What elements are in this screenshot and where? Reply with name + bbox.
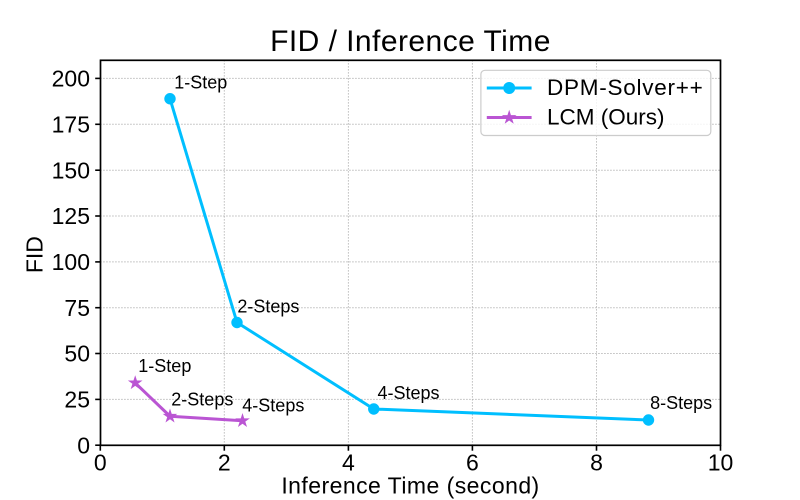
- svg-text:0: 0: [94, 450, 107, 476]
- svg-text:10: 10: [708, 450, 734, 476]
- svg-text:50: 50: [64, 341, 90, 367]
- svg-text:1-Step: 1-Step: [174, 72, 227, 92]
- svg-text:0: 0: [77, 432, 90, 458]
- svg-text:125: 125: [52, 203, 90, 229]
- svg-text:FID: FID: [21, 236, 47, 273]
- svg-text:2: 2: [218, 450, 231, 476]
- svg-text:75: 75: [64, 295, 90, 321]
- svg-text:175: 175: [52, 111, 90, 137]
- svg-text:FID / Inference Time: FID / Inference Time: [270, 25, 551, 58]
- svg-text:8-Steps: 8-Steps: [650, 393, 712, 413]
- svg-text:150: 150: [52, 157, 90, 183]
- svg-text:8: 8: [590, 450, 603, 476]
- svg-text:LCM (Ours): LCM (Ours): [547, 104, 665, 129]
- svg-text:200: 200: [52, 66, 90, 92]
- svg-text:2-Steps: 2-Steps: [171, 390, 233, 410]
- svg-text:1-Step: 1-Step: [138, 356, 191, 376]
- svg-text:4-Steps: 4-Steps: [242, 395, 304, 415]
- svg-text:Inference Time (second): Inference Time (second): [281, 473, 539, 499]
- svg-text:4: 4: [342, 450, 355, 476]
- svg-text:DPM-Solver++: DPM-Solver++: [547, 75, 704, 100]
- svg-text:2-Steps: 2-Steps: [237, 296, 299, 316]
- svg-text:25: 25: [64, 387, 90, 413]
- svg-text:100: 100: [52, 249, 90, 275]
- svg-text:6: 6: [466, 450, 479, 476]
- svg-text:4-Steps: 4-Steps: [378, 383, 440, 403]
